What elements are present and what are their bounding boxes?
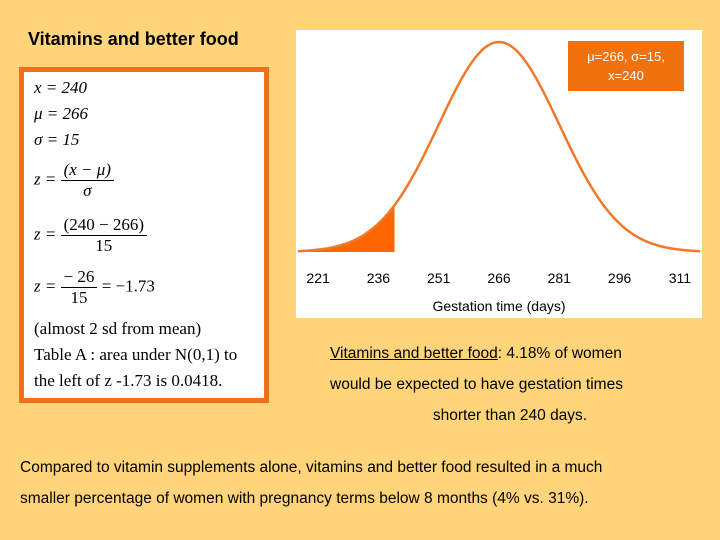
table-lookup-line1: Table A : area under N(0,1) to	[34, 345, 238, 364]
conclusion-line1: Compared to vitamin supplements alone, v…	[20, 459, 603, 476]
slide-title: Vitamins and better food	[28, 29, 239, 49]
x-tick-label: 311	[669, 270, 692, 286]
z-result: z = − 26 15 = −1.73	[34, 267, 155, 308]
x-tick-label: 296	[608, 270, 632, 286]
z-result-fraction: − 26 15	[60, 267, 98, 308]
z-definition-denominator: σ	[83, 181, 92, 200]
z-substitution-numerator: (240 − 266)	[60, 215, 148, 236]
result-line1: Vitamins and better food: 4.18% of women	[330, 338, 680, 369]
sd-note: (almost 2 sd from mean)	[34, 319, 202, 338]
x-tick-label: 251	[427, 270, 451, 286]
parameter-line1: μ=266, σ=15,	[587, 49, 665, 64]
result-label: Vitamins and better food	[330, 345, 498, 362]
x-tick-label: 236	[367, 270, 391, 286]
z-result-value: = −1.73	[101, 276, 155, 296]
x-tick-label: 266	[487, 270, 511, 286]
x-axis-label: Gestation time (days)	[432, 298, 565, 314]
z-substitution-fraction: (240 − 266) 15	[60, 215, 148, 256]
result-line3: shorter than 240 days.	[432, 407, 588, 424]
parameter-line2: x=240	[608, 68, 644, 83]
x-tick-label: 281	[548, 270, 572, 286]
formula-content: x = 240 μ = 266 σ = 15 z = (x − μ) σ z =…	[24, 72, 264, 398]
mu-value-line: μ = 266	[34, 104, 89, 123]
conclusion-line2: smaller percentage of women with pregnan…	[20, 490, 589, 507]
normal-density-curve	[297, 40, 701, 253]
z-substitution: z = (240 − 266) 15	[34, 215, 148, 256]
table-lookup-line2: the left of z -1.73 is 0.0418.	[34, 371, 223, 390]
x-tick-label: 221	[306, 270, 330, 286]
z-definition-fraction: (x − μ) σ	[60, 160, 114, 201]
z-result-denominator: 15	[70, 288, 88, 307]
z-substitution-lhs: z =	[34, 224, 57, 244]
z-result-numerator: − 26	[60, 267, 98, 288]
result-line2: would be expected to have gestation time…	[330, 376, 623, 393]
z-result-lhs: z =	[34, 276, 57, 296]
shaded-tail-area	[298, 205, 395, 252]
x-value-line: x = 240	[34, 78, 88, 97]
formula-panel: x = 240 μ = 266 σ = 15 z = (x − μ) σ z =…	[19, 67, 269, 403]
parameter-box: μ=266, σ=15, x=240	[568, 41, 684, 91]
normal-curve-chart: 221 236 251 266 281 296 311 Gestation time (day…	[297, 40, 701, 314]
z-definition-lhs: z =	[34, 169, 57, 189]
z-definition: z = (x − μ) σ	[34, 160, 114, 201]
z-definition-numerator: (x − μ)	[60, 160, 114, 181]
z-substitution-denominator: 15	[95, 236, 113, 255]
conclusion-text: Compared to vitamin supplements alone, v…	[20, 452, 710, 514]
sigma-value-line: σ = 15	[34, 130, 80, 149]
result-text: Vitamins and better food: 4.18% of women…	[330, 338, 680, 431]
result-line1-rest: : 4.18% of women	[497, 345, 622, 362]
